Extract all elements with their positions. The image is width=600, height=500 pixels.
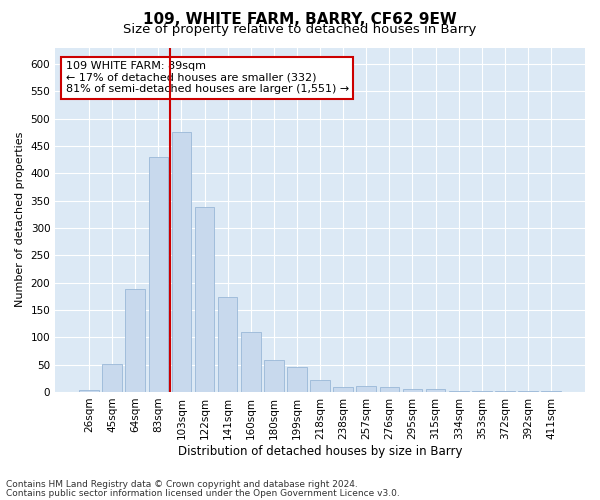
Text: Contains public sector information licensed under the Open Government Licence v3: Contains public sector information licen…	[6, 488, 400, 498]
Bar	[449, 391, 469, 392]
Bar	[103, 364, 122, 392]
Text: Size of property relative to detached houses in Barry: Size of property relative to detached ho…	[124, 22, 476, 36]
Text: Contains HM Land Registry data © Crown copyright and database right 2024.: Contains HM Land Registry data © Crown c…	[6, 480, 358, 489]
Bar	[356, 386, 376, 392]
Bar	[125, 289, 145, 392]
Bar	[149, 157, 168, 392]
Bar	[287, 368, 307, 392]
Bar	[380, 387, 399, 392]
Bar	[79, 390, 99, 392]
Bar	[310, 380, 330, 392]
Bar	[195, 207, 214, 392]
Bar	[334, 387, 353, 392]
Y-axis label: Number of detached properties: Number of detached properties	[15, 132, 25, 308]
X-axis label: Distribution of detached houses by size in Barry: Distribution of detached houses by size …	[178, 444, 463, 458]
Bar	[403, 389, 422, 392]
Bar	[172, 132, 191, 392]
Text: 109 WHITE FARM: 89sqm
← 17% of detached houses are smaller (332)
81% of semi-det: 109 WHITE FARM: 89sqm ← 17% of detached …	[66, 62, 349, 94]
Bar	[218, 298, 238, 392]
Bar	[426, 389, 445, 392]
Bar	[495, 391, 515, 392]
Bar	[241, 332, 260, 392]
Bar	[264, 360, 284, 392]
Text: 109, WHITE FARM, BARRY, CF62 9EW: 109, WHITE FARM, BARRY, CF62 9EW	[143, 12, 457, 28]
